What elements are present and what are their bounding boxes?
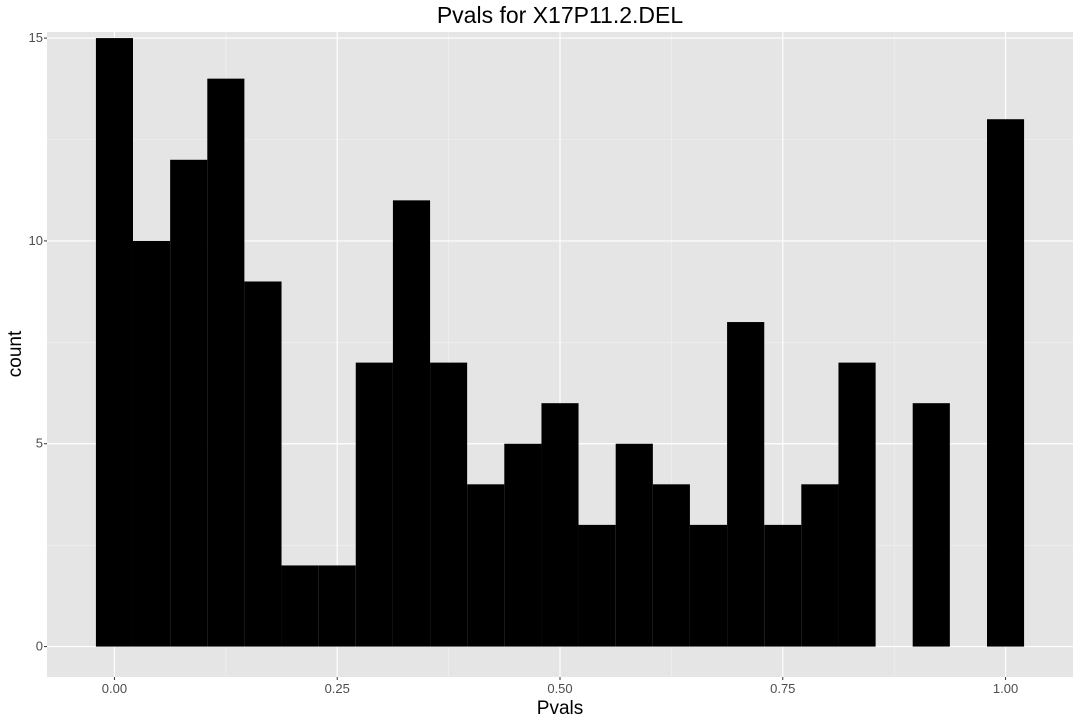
chart-title: Pvals for X17P11.2.DEL [437, 2, 684, 28]
histogram-bar [801, 484, 839, 647]
histogram-bar [987, 119, 1025, 647]
histogram-bar [504, 443, 542, 647]
histogram-bar [132, 240, 171, 647]
y-tick-label: 10 [29, 233, 43, 248]
histogram-bar [689, 524, 728, 647]
y-tick-label: 5 [36, 436, 43, 451]
histogram-bar [727, 322, 765, 647]
histogram-bar [912, 403, 950, 647]
histogram-bar [392, 200, 431, 647]
histogram-bar [652, 484, 690, 647]
histogram-bar [541, 403, 579, 647]
histogram-bar [578, 524, 616, 647]
histogram-bar [170, 159, 208, 647]
x-tick-label: 0.00 [102, 681, 127, 696]
x-tick-label: 0.25 [325, 681, 350, 696]
histogram-bar [318, 565, 356, 647]
histogram-bar [95, 38, 133, 647]
x-axis: 0.00 0.25 0.50 0.75 1.00 [102, 677, 1018, 696]
histogram-bar [764, 524, 802, 647]
histogram-bar [281, 565, 319, 647]
x-axis-title: Pvals [537, 698, 583, 719]
histogram-bar [467, 484, 505, 647]
y-axis-title: count [5, 330, 26, 377]
y-tick-label: 15 [29, 30, 43, 45]
histogram-bar [430, 362, 468, 647]
histogram-bar [207, 78, 245, 647]
histogram-bars [95, 38, 1025, 647]
y-axis: 0 5 10 15 [29, 30, 47, 654]
histogram-bar [244, 281, 282, 647]
y-tick-label: 0 [36, 639, 43, 654]
x-tick-label: 0.75 [770, 681, 795, 696]
histogram-bar [355, 362, 393, 647]
histogram-bar [615, 443, 653, 647]
histogram-bar [838, 362, 876, 647]
x-tick-label: 0.50 [547, 681, 572, 696]
x-tick-label: 1.00 [993, 681, 1018, 696]
